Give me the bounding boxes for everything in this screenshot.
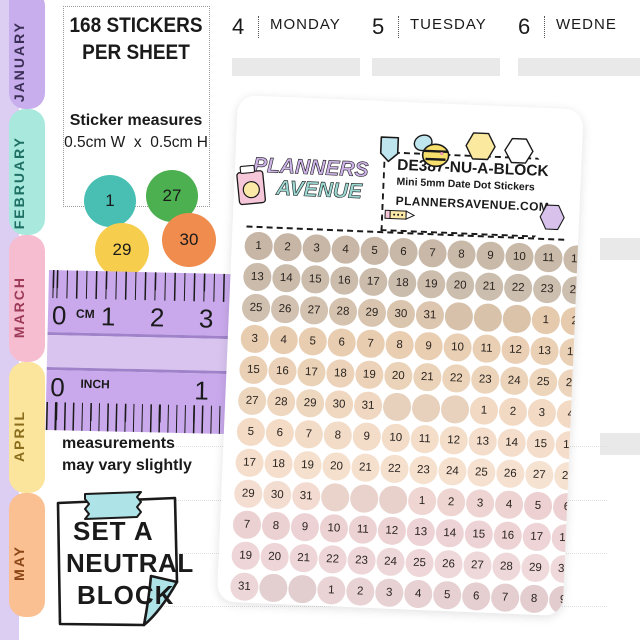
svg-text:NEUTRAL: NEUTRAL [66, 548, 194, 578]
svg-text:BLOCK: BLOCK [77, 580, 174, 610]
svg-text:SET A: SET A [73, 516, 154, 546]
